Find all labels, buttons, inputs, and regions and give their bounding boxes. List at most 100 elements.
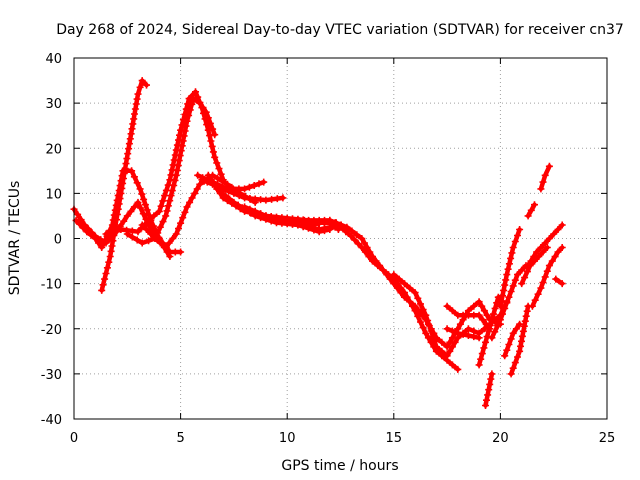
data-point-marker (143, 226, 150, 233)
data-point-marker (342, 228, 350, 236)
data-point-marker (417, 300, 424, 308)
data-point-marker (133, 179, 141, 187)
data-point-marker (331, 219, 339, 227)
data-point-marker (480, 307, 488, 315)
data-point-marker (429, 332, 437, 340)
data-point-marker (503, 271, 511, 279)
data-point-marker (206, 132, 214, 140)
data-point-marker (134, 198, 142, 206)
data-point-marker (136, 185, 144, 193)
data-point-marker (486, 321, 494, 329)
data-point-marker (116, 195, 124, 203)
data-point-marker (192, 88, 199, 96)
data-point-marker (446, 347, 454, 355)
data-point-marker (211, 153, 219, 161)
data-point-marker (528, 302, 536, 310)
data-point-marker (154, 229, 162, 237)
data-point-marker (487, 375, 495, 383)
data-point-marker (217, 188, 225, 196)
data-point-marker (470, 333, 478, 341)
data-point-marker (530, 253, 538, 261)
data-point-marker (390, 280, 398, 288)
data-point-marker (554, 248, 562, 256)
data-point-marker (501, 304, 509, 312)
data-point-marker (299, 218, 307, 226)
data-point-marker (518, 280, 526, 288)
data-point-marker (509, 329, 517, 337)
data-point-marker (98, 286, 106, 294)
data-point-marker (83, 228, 91, 236)
data-point-marker (133, 95, 141, 103)
x-axis-title: GPS time / hours (281, 458, 398, 474)
data-point-marker (514, 232, 521, 239)
data-point-marker (257, 210, 265, 218)
data-point-marker (509, 244, 517, 251)
data-point-marker (138, 221, 146, 229)
data-point-marker (531, 296, 539, 304)
data-point-marker (182, 122, 190, 130)
data-point-marker (475, 298, 483, 306)
data-point-marker (456, 320, 464, 328)
data-point-marker (279, 194, 287, 202)
data-point-marker (483, 333, 491, 341)
data-point-marker (498, 297, 505, 305)
data-point-marker (106, 253, 114, 260)
y-tick-label: 0 (54, 233, 62, 248)
data-point-marker (169, 235, 177, 242)
data-point-marker (241, 185, 249, 193)
data-point-marker (120, 170, 128, 177)
data-point-marker (156, 223, 164, 231)
data-point-marker (168, 187, 176, 195)
data-point-marker (448, 307, 456, 315)
data-point-marker (230, 198, 238, 206)
data-point-marker (451, 338, 459, 346)
data-point-marker (183, 203, 191, 211)
data-point-marker (393, 284, 401, 292)
y-tick-label: 40 (45, 52, 62, 67)
data-point-marker (143, 206, 151, 214)
data-point-marker (411, 289, 419, 297)
data-point-marker (320, 218, 328, 226)
data-point-marker (143, 81, 150, 89)
data-point-marker (207, 137, 215, 145)
data-point-marker (283, 219, 291, 227)
data-point-marker (516, 320, 524, 328)
data-point-marker (164, 202, 172, 210)
data-point-marker (524, 262, 532, 270)
data-point-marker (519, 327, 527, 335)
data-point-marker (157, 202, 165, 210)
data-point-marker (527, 206, 535, 214)
data-point-marker (113, 216, 120, 224)
data-point-marker (411, 302, 419, 310)
data-point-marker (508, 249, 516, 257)
data-point-marker (217, 170, 225, 178)
data-point-marker (427, 327, 435, 335)
data-point-marker (170, 182, 178, 189)
data-point-marker (119, 179, 127, 187)
y-tick-label: -40 (41, 413, 62, 428)
data-point-marker (289, 220, 296, 228)
data-point-marker (114, 205, 122, 213)
data-point-marker (99, 281, 107, 289)
data-point-marker (127, 207, 135, 215)
data-point-marker (531, 201, 538, 209)
data-point-marker (304, 220, 312, 227)
data-point-marker (507, 370, 515, 378)
data-point-marker (166, 253, 174, 260)
data-point-marker (172, 230, 180, 238)
data-point-marker (539, 178, 547, 186)
data-point-marker (128, 233, 136, 241)
data-point-marker (541, 239, 549, 247)
data-point-marker (102, 270, 110, 277)
data-point-marker (278, 218, 286, 226)
series-track-5 (123, 95, 219, 247)
data-point-marker (155, 207, 163, 215)
data-point-marker (122, 160, 130, 168)
data-point-marker (194, 171, 202, 179)
data-series (70, 77, 566, 409)
data-point-marker (514, 271, 521, 279)
data-point-marker (401, 293, 408, 301)
data-point-marker (107, 247, 115, 255)
x-tick-label: 15 (386, 431, 403, 446)
data-point-marker (149, 222, 157, 230)
